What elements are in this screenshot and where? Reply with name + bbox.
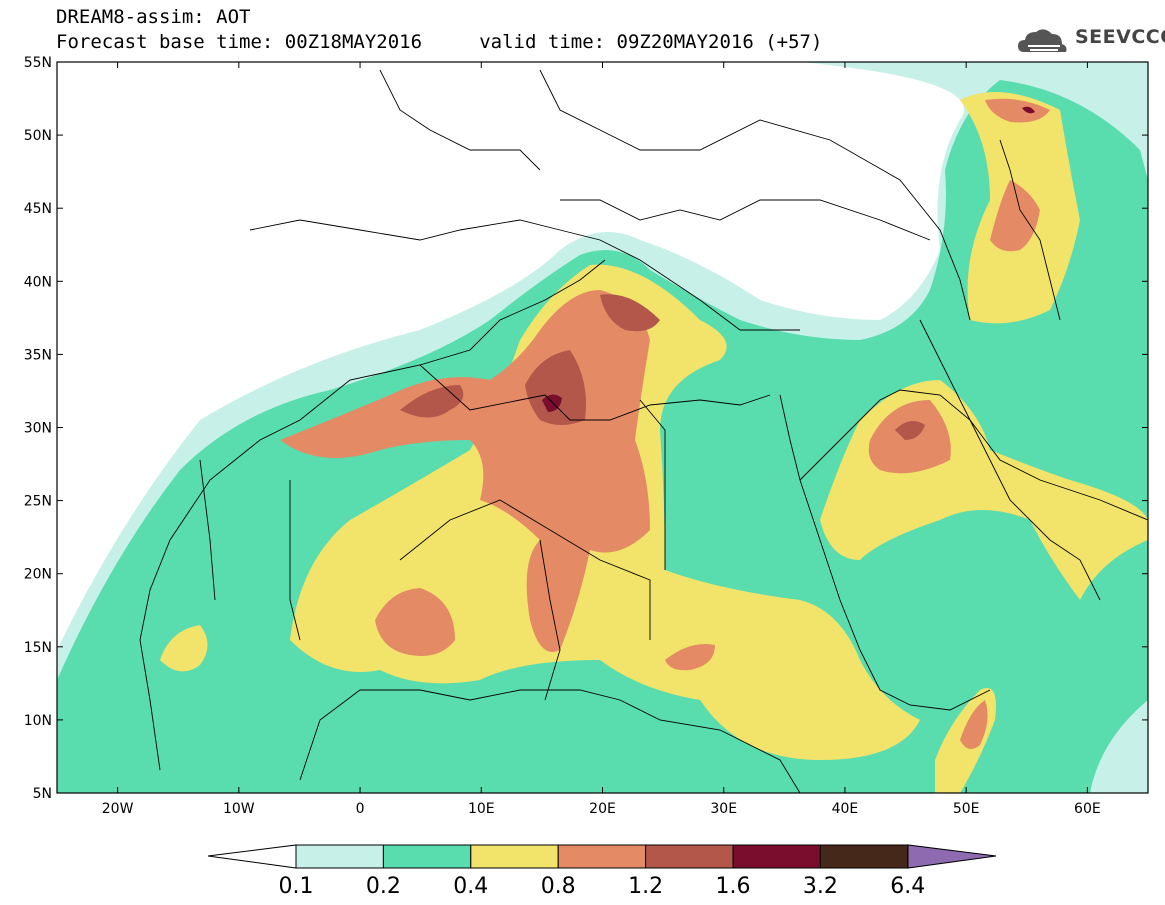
aot-band-0.8 (375, 588, 455, 656)
aot-band-0.8 (665, 644, 715, 671)
colorbar-over-arrow (907, 844, 997, 869)
lon-label: 10W (223, 801, 255, 817)
lon-label: 10E (468, 801, 495, 817)
lat-label: 5N (33, 786, 52, 802)
colorbar-label: 6.4 (890, 874, 925, 899)
colorbar-label: 1.2 (628, 874, 663, 899)
longitude-labels: 20W 10W 0 10E 20E 30E 40E 50E 60E (102, 801, 1101, 817)
lon-label: 30E (710, 801, 737, 817)
colorbar-swatch (557, 844, 647, 869)
aot-band-0.4 (160, 625, 208, 672)
lon-label: 0 (356, 801, 365, 817)
colorbar-label: 0.8 (541, 874, 576, 899)
aot-band-1.2 (525, 350, 586, 425)
aot-band-1.2 (600, 294, 660, 332)
colorbar-label: 0.1 (279, 874, 314, 899)
lon-label: 50E (953, 801, 980, 817)
aot-band-1.2 (895, 421, 925, 440)
lat-label: 50N (24, 128, 52, 144)
aot-band-1.6 (1022, 106, 1035, 114)
lat-label: 40N (24, 274, 52, 290)
lat-label: 35N (24, 347, 52, 363)
lat-label: 30N (24, 421, 52, 437)
forecast-time-line: Forecast base time: 00Z18MAY2016 valid t… (56, 31, 823, 53)
colorbar-label: 0.4 (453, 874, 488, 899)
colorbar-label: 1.6 (716, 874, 751, 899)
axis-ticks (57, 61, 1148, 794)
colorbar-swatches (295, 844, 909, 869)
colorbar-labels: 0.1 0.2 0.4 0.8 1.2 1.6 3.2 6.4 (279, 874, 926, 899)
colorbar-swatch (732, 844, 821, 869)
colorbar-swatch (819, 844, 909, 869)
colorbar-under-arrow (207, 844, 297, 869)
colorbar-swatch (295, 844, 384, 869)
colorbar-swatch (645, 844, 734, 869)
aot-band-0.8 (985, 98, 1050, 123)
seevccc-logo: SEEVCCC (1075, 26, 1165, 48)
lon-label: 40E (832, 801, 859, 817)
lat-label: 25N (24, 494, 52, 510)
aot-fields (57, 62, 1148, 793)
colorbar-swatch (470, 844, 559, 869)
lat-label: 55N (24, 55, 52, 71)
cloud-icon (1018, 29, 1067, 52)
colorbar-label: 0.2 (366, 874, 401, 899)
aot-band-1.2 (400, 385, 464, 418)
colorbar-label: 3.2 (803, 874, 838, 899)
lon-label: 20E (589, 801, 616, 817)
colorbar-swatch (382, 844, 472, 869)
aot-band-0.8 (990, 180, 1040, 252)
lat-label: 45N (24, 201, 52, 217)
lon-label: 20W (102, 801, 134, 817)
coastlines (139, 69, 1148, 793)
lat-label: 10N (24, 713, 52, 729)
title-line: DREAM8-assim: AOT (56, 6, 251, 28)
latitude-labels: 55N 50N 45N 40N 35N 30N 25N 20N 15N 10N 5N (24, 55, 52, 802)
lat-label: 15N (24, 640, 52, 656)
lon-label: 60E (1074, 801, 1101, 817)
lat-label: 20N (24, 567, 52, 583)
aot-band-0.8 (960, 700, 988, 749)
